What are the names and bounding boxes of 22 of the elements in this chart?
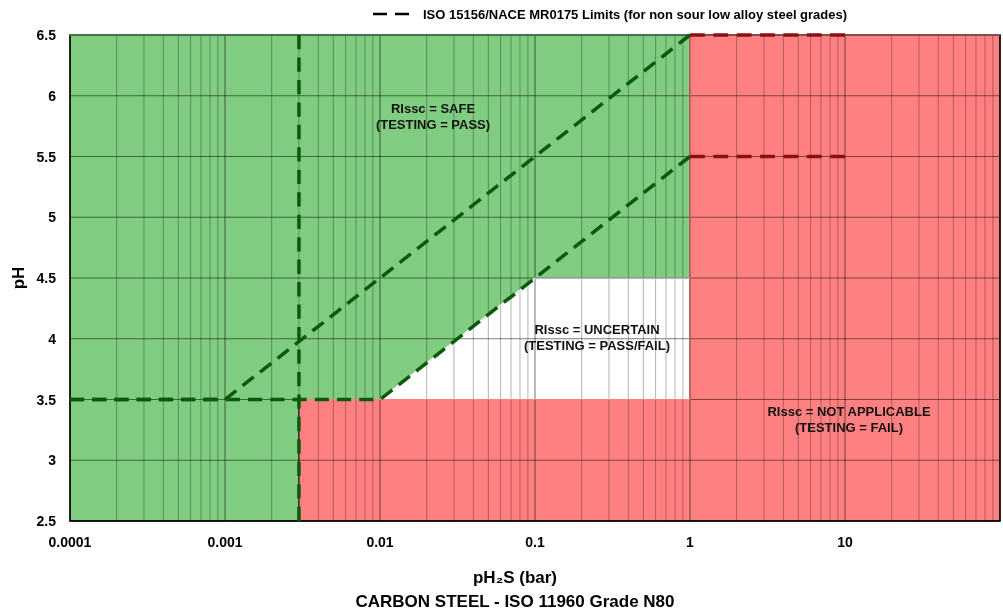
y-tick-label: 5.5 bbox=[36, 148, 57, 165]
y-tick-label: 6.5 bbox=[36, 27, 57, 43]
annotation: RIssc = SAFE (TESTING = PASS) bbox=[375, 101, 491, 133]
x-tick-label: 0.01 bbox=[366, 534, 394, 550]
y-axis-title: pH bbox=[9, 266, 28, 290]
y-tick-label: 6 bbox=[48, 87, 57, 104]
text: CARBON STEEL - ISO 11960 Grade N80 bbox=[355, 592, 675, 611]
y-tick-label: 5 bbox=[48, 209, 57, 226]
x-axis-title: pH₂S (bar) bbox=[472, 568, 558, 587]
y-tick-label: 2.5 bbox=[36, 513, 57, 529]
text: ISO 15156/NACE MR0175 Limits (for non sour low alloy steel grades) bbox=[423, 7, 848, 22]
x-tick-label: 0.0001 bbox=[48, 534, 92, 550]
x-tick-label: 1 bbox=[686, 534, 695, 550]
x-tick-label: 0.001 bbox=[207, 534, 243, 550]
x-tick-label: 10 bbox=[837, 534, 853, 550]
y-tick-label: 4 bbox=[48, 330, 57, 347]
x-tick-label: 0.1 bbox=[525, 534, 545, 550]
y-tick-label: 4.5 bbox=[36, 270, 57, 286]
annotation: RIssc = NOT APPLICABLE (TESTING = FAIL) bbox=[767, 404, 931, 436]
y-tick-label: 3 bbox=[48, 452, 57, 469]
y-tick-label: 3.5 bbox=[36, 391, 57, 408]
annotation: RIssc = UNCERTAIN (TESTING = PASS/FAIL) bbox=[523, 322, 671, 354]
